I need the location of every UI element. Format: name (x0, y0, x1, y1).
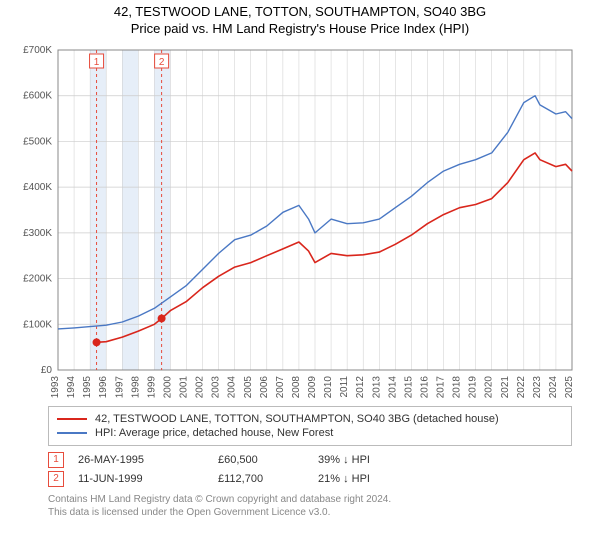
page-title: 42, TESTWOOD LANE, TOTTON, SOUTHAMPTON, … (0, 4, 600, 19)
svg-text:2012: 2012 (355, 376, 366, 399)
svg-text:2004: 2004 (227, 376, 238, 399)
svg-text:2000: 2000 (162, 376, 173, 399)
event-date: 11-JUN-1999 (78, 473, 218, 485)
svg-text:£700K: £700K (23, 45, 52, 56)
svg-text:2008: 2008 (291, 376, 302, 399)
svg-text:1998: 1998 (130, 376, 141, 399)
svg-text:£300K: £300K (23, 228, 52, 239)
svg-text:£500K: £500K (23, 136, 52, 147)
svg-text:2007: 2007 (275, 376, 286, 399)
chart-svg: £0 £100K £200K £300K £400K £500K £600K £700K 199… (10, 40, 590, 400)
svg-text:1994: 1994 (66, 376, 77, 399)
event-price: £112,700 (218, 473, 318, 485)
legend-box: 42, TESTWOOD LANE, TOTTON, SOUTHAMPTON, … (48, 406, 572, 446)
event-row: 2 11-JUN-1999£112,70021% ↓ HPI (48, 471, 572, 487)
svg-text:2018: 2018 (452, 376, 463, 399)
svg-text:1995: 1995 (82, 376, 93, 399)
svg-text:2024: 2024 (548, 376, 559, 399)
caption-line: Contains HM Land Registry data © Crown c… (48, 493, 572, 506)
svg-text:2014: 2014 (387, 376, 398, 399)
svg-text:£400K: £400K (23, 182, 52, 193)
svg-text:2009: 2009 (307, 376, 318, 399)
svg-text:2010: 2010 (323, 376, 334, 399)
svg-text:2023: 2023 (532, 376, 543, 399)
legend-item: 42, TESTWOOD LANE, TOTTON, SOUTHAMPTON, … (57, 413, 563, 425)
svg-text:1: 1 (94, 57, 100, 68)
legend-label: 42, TESTWOOD LANE, TOTTON, SOUTHAMPTON, … (95, 413, 499, 425)
svg-text:1993: 1993 (50, 376, 61, 399)
legend-swatch (57, 432, 87, 434)
svg-text:£100K: £100K (23, 319, 52, 330)
svg-text:2002: 2002 (195, 376, 206, 399)
event-badge: 1 (48, 452, 64, 468)
event-badge: 2 (48, 471, 64, 487)
price-chart: £0 £100K £200K £300K £400K £500K £600K £700K 199… (10, 40, 590, 400)
svg-text:£200K: £200K (23, 274, 52, 285)
svg-text:2: 2 (159, 57, 165, 68)
svg-text:1999: 1999 (146, 376, 157, 399)
svg-text:2022: 2022 (516, 376, 527, 399)
caption-line: This data is licensed under the Open Gov… (48, 506, 572, 519)
legend-swatch (57, 418, 87, 420)
page-subtitle: Price paid vs. HM Land Registry's House … (0, 21, 600, 36)
svg-text:1997: 1997 (114, 376, 125, 399)
svg-text:£0: £0 (41, 365, 53, 376)
event-pct: 39% ↓ HPI (318, 454, 370, 466)
event-date: 26-MAY-1995 (78, 454, 218, 466)
svg-text:2001: 2001 (179, 376, 190, 399)
svg-text:2003: 2003 (211, 376, 222, 399)
event-pct: 21% ↓ HPI (318, 473, 370, 485)
svg-text:2005: 2005 (243, 376, 254, 399)
legend-item: HPI: Average price, detached house, New … (57, 427, 563, 439)
svg-text:2006: 2006 (259, 376, 270, 399)
event-price: £60,500 (218, 454, 318, 466)
svg-text:£600K: £600K (23, 91, 52, 102)
events-table: 1 26-MAY-1995£60,50039% ↓ HPI 2 11-JUN-1999… (48, 452, 572, 487)
svg-text:2025: 2025 (564, 376, 575, 399)
svg-text:2020: 2020 (484, 376, 495, 399)
svg-text:2021: 2021 (500, 376, 511, 399)
legend-label: HPI: Average price, detached house, New … (95, 427, 333, 439)
caption: Contains HM Land Registry data © Crown c… (48, 493, 572, 519)
event-row: 1 26-MAY-1995£60,50039% ↓ HPI (48, 452, 572, 468)
svg-text:2019: 2019 (468, 376, 479, 399)
svg-text:2011: 2011 (339, 376, 350, 398)
svg-text:1996: 1996 (98, 376, 109, 399)
svg-text:2016: 2016 (419, 376, 430, 399)
svg-text:2013: 2013 (371, 376, 382, 399)
svg-text:2015: 2015 (403, 376, 414, 399)
svg-text:2017: 2017 (436, 376, 447, 399)
